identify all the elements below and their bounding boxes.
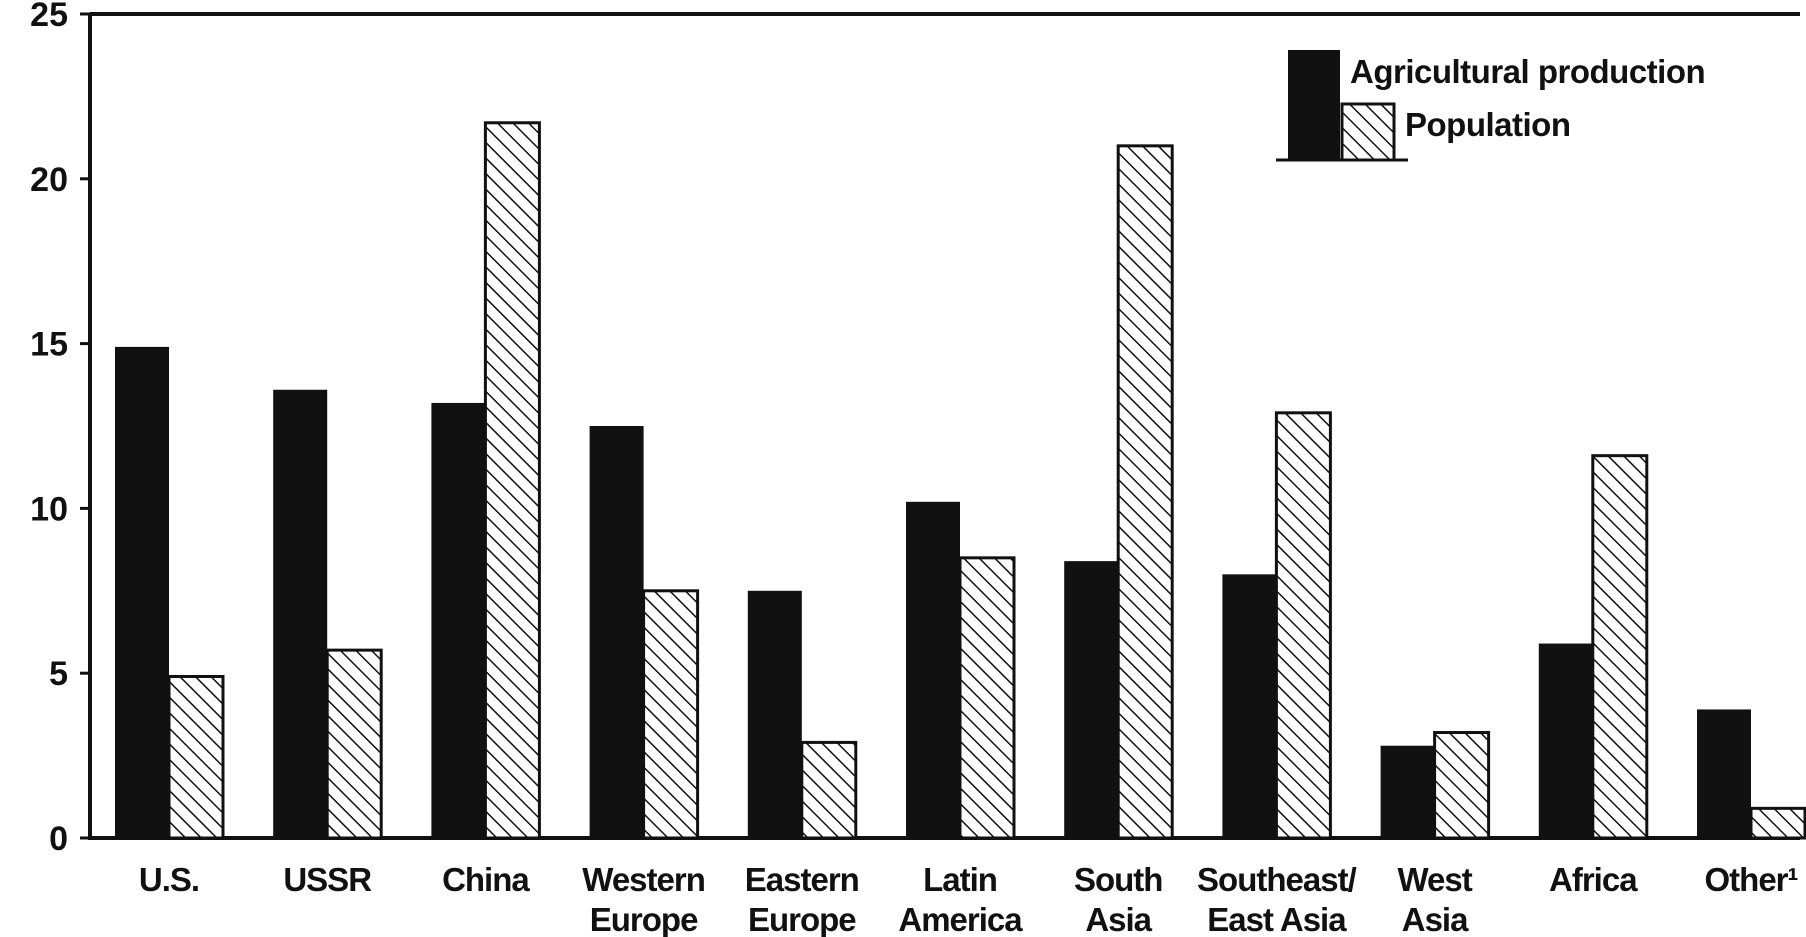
bar-agricultural-production	[906, 501, 960, 838]
bar-population	[1591, 454, 1649, 840]
category-label: China	[442, 861, 530, 898]
category-label: Western	[582, 861, 705, 898]
category-label: South	[1074, 861, 1162, 898]
legend-label-population: Population	[1405, 106, 1570, 143]
y-tick-label: 20	[30, 161, 68, 199]
bar-agricultural-production	[115, 346, 169, 838]
y-tick-label: 25	[30, 0, 68, 34]
legend: Agricultural production Population	[1276, 50, 1706, 162]
bar-population	[1433, 731, 1491, 840]
bar-agricultural-production	[1538, 643, 1593, 838]
bar-agricultural-production	[1222, 574, 1277, 838]
category-label: East Asia	[1207, 901, 1347, 937]
bar-population	[1274, 411, 1332, 840]
y-tick-label: 5	[49, 655, 68, 693]
category-label: Europe	[748, 901, 856, 937]
category-label: Latin	[923, 861, 997, 898]
category-label: Other¹	[1705, 861, 1798, 898]
y-tick-label: 0	[49, 820, 68, 858]
category-label: U.S.	[139, 861, 199, 898]
bar-agricultural-production	[747, 590, 802, 838]
category-label: Asia	[1402, 901, 1469, 937]
legend-swatch-population	[1340, 102, 1396, 162]
bar-population	[642, 589, 700, 840]
bar-population	[800, 740, 858, 840]
legend-label-agricultural-production: Agricultural production	[1350, 53, 1705, 90]
x-axis-labels: U.S. USSR China WesternEuropeEasternEuropeL…	[139, 861, 1799, 937]
y-tick-label: 10	[30, 490, 68, 528]
y-tick-label: 15	[30, 326, 68, 364]
bar-agricultural-production	[273, 389, 328, 838]
bar-population	[1749, 806, 1806, 840]
legend-swatch-agricultural-production	[1288, 50, 1340, 160]
bars	[115, 121, 1806, 840]
bar-population	[958, 556, 1016, 840]
bar-agricultural-production	[1697, 709, 1751, 838]
category-label: Eastern	[745, 861, 859, 898]
bar-agricultural-production	[431, 402, 486, 838]
bar-agricultural-production	[1380, 745, 1435, 838]
bar-population	[167, 674, 225, 840]
bar-agricultural-production	[1064, 561, 1119, 838]
category-label: USSR	[283, 861, 372, 898]
category-label: West	[1397, 861, 1472, 898]
category-label: Asia	[1085, 901, 1152, 937]
bar-population	[325, 648, 383, 840]
bar-population	[483, 121, 541, 840]
category-label: Southeast/	[1197, 861, 1357, 898]
y-axis-ticks: 0 5 10 15 20 25	[30, 0, 90, 858]
category-label: Africa	[1549, 861, 1638, 898]
bar-agricultural-production	[589, 426, 644, 838]
category-label: Europe	[590, 901, 698, 937]
category-label: America	[898, 901, 1023, 937]
bar-population	[1116, 144, 1174, 840]
